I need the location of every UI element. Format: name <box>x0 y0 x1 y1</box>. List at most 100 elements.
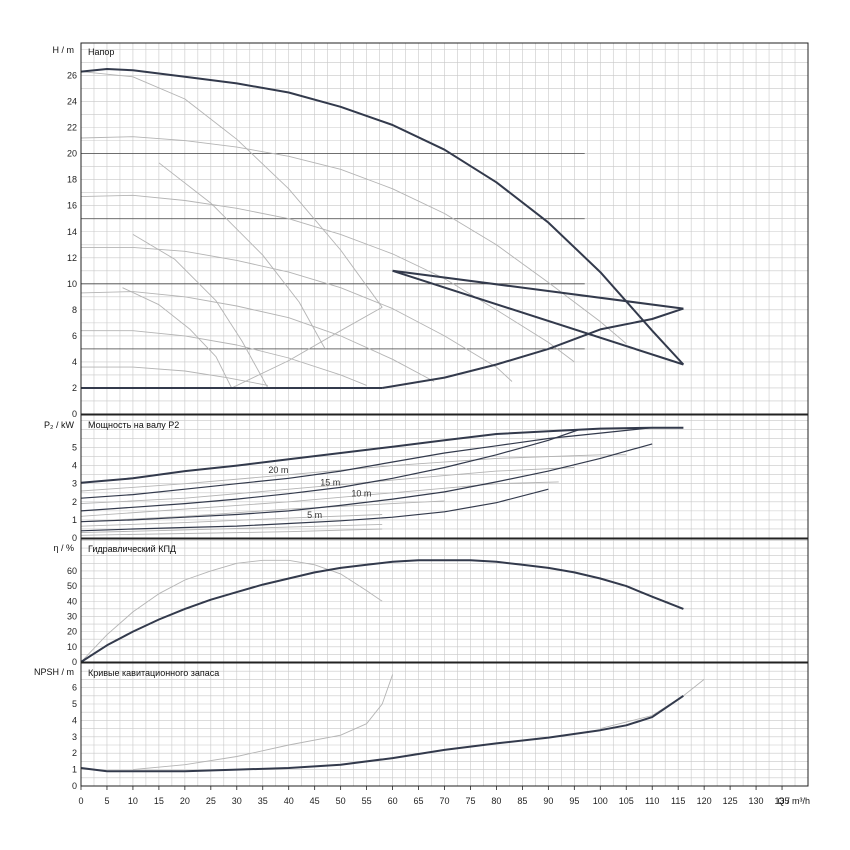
curve-npsh <box>80 694 684 773</box>
y-tick-label: 24 <box>67 97 77 107</box>
curve-power-10m <box>80 443 653 523</box>
curve-power-grey <box>80 481 559 517</box>
y-tick-label: 5 <box>72 699 77 709</box>
y-tick-label: 12 <box>67 253 77 263</box>
curve-max-envelope <box>392 269 684 366</box>
panel-frame <box>80 42 809 415</box>
curve-power-15m <box>80 428 580 512</box>
efficiency-panel-title: Гидравлический КПД <box>88 544 176 554</box>
x-tick-label: 130 <box>749 796 764 806</box>
panel-frames <box>80 42 809 787</box>
x-tick-label: 110 <box>645 796 659 806</box>
curve-efficiency <box>80 559 684 663</box>
curve-label: 10 m <box>351 488 371 498</box>
y-tick-label: 16 <box>67 201 77 211</box>
y-tick-label: 14 <box>67 227 77 237</box>
y-tick-label: 22 <box>67 123 77 133</box>
x-tick-label: 120 <box>697 796 712 806</box>
x-tick-label: 80 <box>491 796 501 806</box>
y-tick-label: 0 <box>72 781 77 791</box>
curve-power-grey <box>80 514 383 527</box>
x-tick-label: 100 <box>593 796 608 806</box>
x-tick-label: 60 <box>388 796 398 806</box>
y-tick-label: 0 <box>72 657 77 667</box>
x-tick-label: 115 <box>671 796 685 806</box>
x-tick-label: 65 <box>414 796 424 806</box>
y-tick-label: 2 <box>72 497 77 507</box>
y-tick-label: 50 <box>67 581 77 591</box>
x-tick-label: 90 <box>543 796 553 806</box>
curve-label: 20 m <box>268 465 288 475</box>
x-tick-label: 50 <box>336 796 346 806</box>
curve-speed-curve <box>80 136 627 345</box>
curve-power-5m <box>80 488 549 532</box>
x-tick-label: 95 <box>569 796 579 806</box>
curve-system-curve <box>122 287 233 389</box>
y-tick-label: 18 <box>67 175 77 185</box>
y-tick-label: 0 <box>72 533 77 543</box>
power-axis-label: P₂ / kW <box>44 420 74 430</box>
y-tick-label: 0 <box>72 409 77 419</box>
curve-efficiency-grey <box>80 559 383 663</box>
x-tick-label: 25 <box>206 796 216 806</box>
y-tick-label: 6 <box>72 331 77 341</box>
x-tick-label: 70 <box>439 796 449 806</box>
y-tick-label: 60 <box>67 566 77 576</box>
y-tick-label: 10 <box>67 279 77 289</box>
y-tick-label: 4 <box>72 461 77 471</box>
curve-lower-envelope <box>382 307 684 389</box>
x-tick-label: 55 <box>362 796 372 806</box>
y-tick-label: 1 <box>72 515 77 525</box>
x-axis-label: Q / m³/h <box>777 796 810 806</box>
npsh-axis-label: NPSH / m <box>34 667 74 677</box>
head-axis-label: H / m <box>53 45 75 55</box>
x-tick-label: 85 <box>517 796 527 806</box>
y-tick-label: 2 <box>72 383 77 393</box>
y-tick-label: 20 <box>67 627 77 637</box>
x-tick-label: 5 <box>104 796 109 806</box>
y-tick-label: 3 <box>72 479 77 489</box>
efficiency-axis-label: η / % <box>53 543 74 553</box>
x-tick-label: 105 <box>619 796 634 806</box>
curve-max-power <box>80 426 684 484</box>
x-tick-label: 135 <box>775 796 790 806</box>
curve-power-grey <box>80 454 627 492</box>
panel-frame <box>80 538 809 663</box>
x-tick-label: 10 <box>128 796 138 806</box>
curve-system-curve <box>132 234 269 389</box>
curve-power-grey <box>80 467 575 505</box>
y-tick-label: 40 <box>67 596 77 606</box>
y-tick-label: 20 <box>67 149 77 159</box>
x-tick-label: 35 <box>258 796 268 806</box>
curve-speed-curve <box>80 291 435 382</box>
npsh-panel-title: Кривые кавитационного запаса <box>88 668 219 678</box>
y-tick-label: 4 <box>72 715 77 725</box>
curve-upper-envelope <box>392 269 684 310</box>
y-tick-label: 2 <box>72 748 77 758</box>
x-tick-label: 0 <box>78 796 83 806</box>
y-tick-label: 10 <box>67 642 77 652</box>
curve-label: 15 m <box>320 478 340 488</box>
curves: 20 m 15 m 10 m 5 m <box>80 68 705 773</box>
x-tick-label: 75 <box>465 796 475 806</box>
y-tick-label: 5 <box>72 443 77 453</box>
x-tick-label: 30 <box>232 796 242 806</box>
x-tick-label: 15 <box>154 796 164 806</box>
curve-max-curve <box>80 68 685 366</box>
curve-system-curve <box>80 71 383 308</box>
curve-power-grey <box>80 528 383 536</box>
tick-labels: 0246810121416182022242601234501020304050… <box>67 71 790 806</box>
x-tick-label: 125 <box>723 796 738 806</box>
y-tick-label: 26 <box>67 71 77 81</box>
curve-system-curve <box>158 162 326 350</box>
x-tick-label: 20 <box>180 796 190 806</box>
y-tick-label: 4 <box>72 357 77 367</box>
curve-system-curve <box>231 306 383 389</box>
panel-frame <box>80 414 809 539</box>
power-panel-title: Мощность на валу P2 <box>88 420 179 430</box>
curve-speed-curve <box>80 194 575 363</box>
curve-speed-curve <box>81 366 268 386</box>
curve-speed-curve <box>81 330 367 386</box>
y-tick-label: 3 <box>72 732 77 742</box>
head-panel-title: Напор <box>88 47 114 57</box>
